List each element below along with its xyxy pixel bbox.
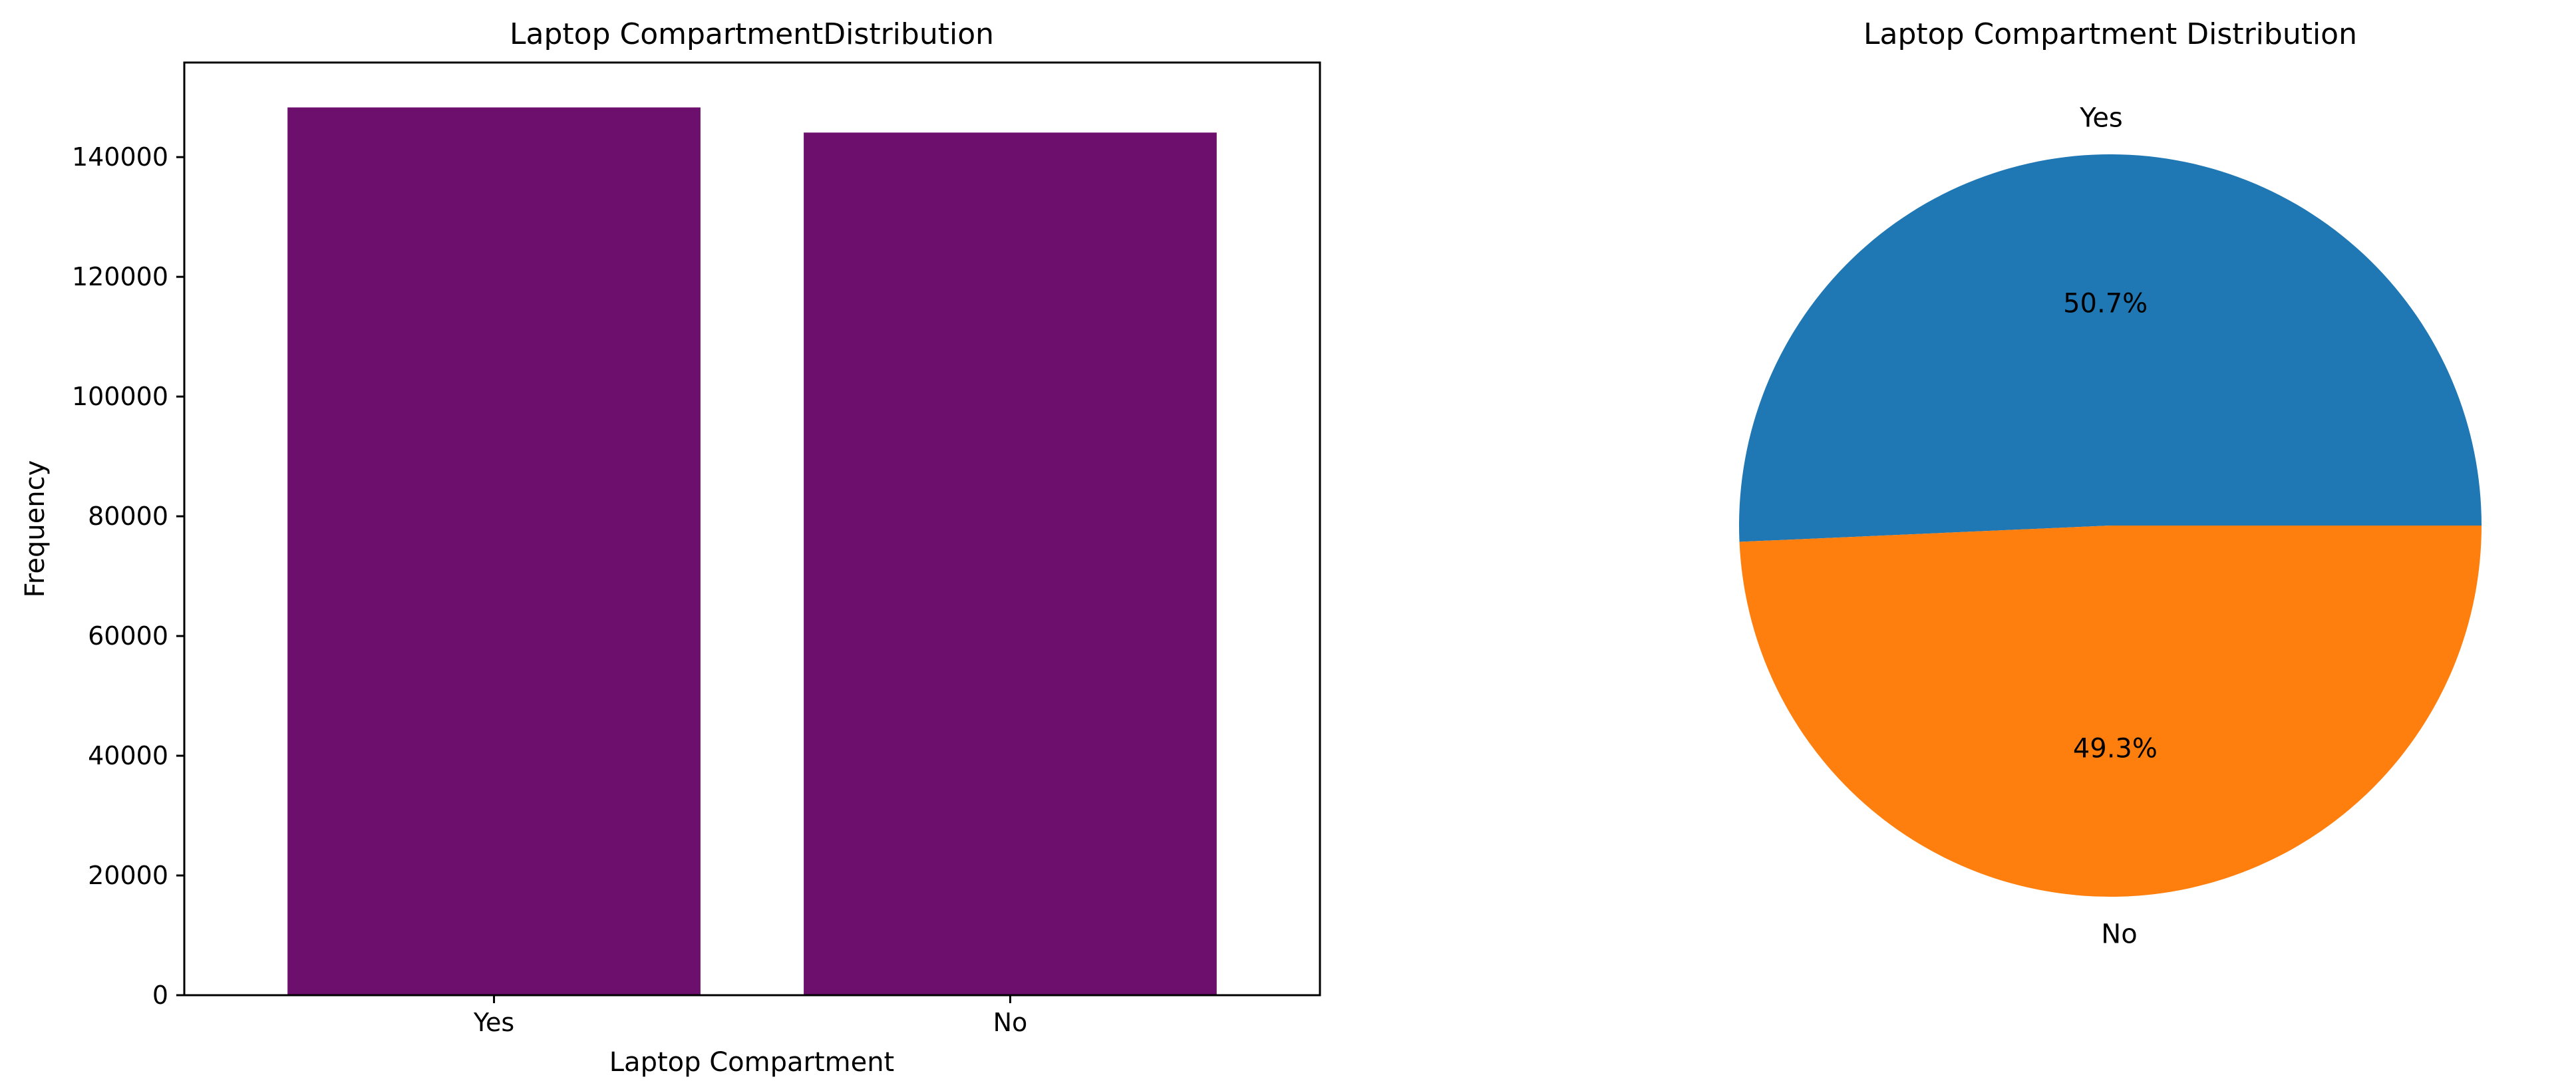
y-axis-ticks: 0 20000 40000 60000 80000 100000 120000 140000 — [72, 142, 184, 1010]
pie-label-yes: Yes — [2079, 102, 2123, 133]
bar-yes — [287, 107, 701, 996]
x-axis-ticks: Yes No — [473, 995, 1027, 1037]
x-axis-label: Laptop Compartment — [609, 1047, 894, 1078]
y-tick-label: 0 — [152, 981, 168, 1010]
pie-percent-no: 49.3% — [2073, 734, 2158, 764]
plot-frame — [183, 61, 1321, 997]
y-tick-label: 120000 — [72, 262, 168, 291]
bar-chart-title: Laptop CompartmentDistribution — [510, 17, 994, 51]
bar-marks — [287, 107, 1217, 996]
y-tick-label: 140000 — [72, 142, 168, 172]
pie-slice-yes — [1738, 154, 2482, 542]
y-axis-label: Frequency — [20, 460, 51, 598]
pie-label-no: No — [2101, 919, 2137, 950]
y-tick-label: 40000 — [88, 741, 168, 770]
bar-chart: Laptop CompartmentDistribution 0 20000 400… — [20, 17, 1321, 1078]
pie-marks: Yes 50.7% No 49.3% — [1738, 102, 2482, 950]
y-tick-label: 80000 — [88, 502, 168, 531]
pie-chart: Laptop Compartment Distribution Yes 50.7%… — [1738, 17, 2482, 950]
x-tick-label: No — [993, 1008, 1028, 1037]
bar-no — [804, 132, 1217, 996]
y-tick-label: 20000 — [88, 861, 168, 890]
pie-chart-title: Laptop Compartment Distribution — [1863, 17, 2357, 51]
pie-slice-no — [1739, 526, 2482, 897]
x-tick-label: Yes — [473, 1008, 514, 1037]
y-tick-label: 60000 — [88, 621, 168, 651]
pie-percent-yes: 50.7% — [2063, 288, 2148, 319]
y-tick-label: 100000 — [72, 382, 168, 411]
